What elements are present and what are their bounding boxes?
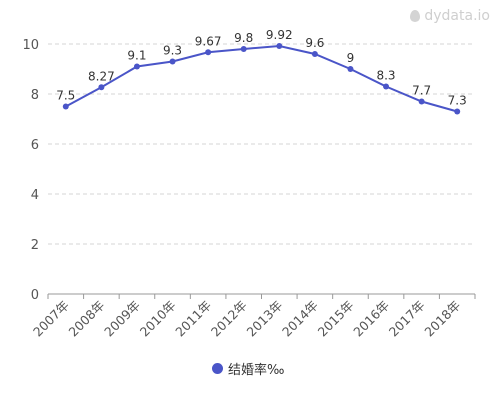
data-point (240, 46, 247, 52)
data-label: 7.7 (412, 84, 431, 98)
data-label: 9.3 (163, 44, 182, 58)
x-tick-label: 2009年 (101, 298, 143, 340)
data-point (418, 98, 425, 105)
data-label: 9.1 (127, 49, 146, 63)
watermark-text: dydata.io (424, 8, 490, 24)
data-label: 9.67 (195, 34, 222, 48)
x-tick-label: 2007年 (30, 298, 72, 340)
x-tick-label: 2018年 (421, 298, 463, 340)
data-point (133, 63, 140, 70)
x-tick-label: 2014年 (279, 298, 321, 340)
data-label: 9.92 (266, 28, 293, 42)
data-point (311, 51, 318, 57)
data-label: 9 (347, 51, 355, 65)
data-label: 8.27 (88, 69, 115, 83)
watermark: dydata.io (410, 8, 490, 24)
x-tick-label: 2012年 (208, 298, 250, 340)
data-label: 7.3 (448, 94, 467, 108)
y-tick-label: 2 (31, 238, 39, 253)
legend-label: 结婚率‰ (228, 363, 285, 378)
data-point (62, 103, 69, 110)
x-tick-label: 2016年 (350, 298, 392, 340)
series-line (65, 44, 458, 113)
y-tick-label: 6 (31, 138, 39, 153)
x-tick-label: 2015年 (315, 298, 357, 340)
data-point (98, 84, 105, 91)
data-point (383, 83, 390, 90)
legend[interactable]: 结婚率‰ (212, 359, 284, 378)
y-tick-label: 4 (31, 188, 39, 203)
x-tick-label: 2008年 (66, 298, 108, 340)
data-label: 8.3 (376, 69, 395, 83)
data-label: 9.8 (234, 31, 253, 45)
data-point (454, 108, 461, 115)
legend-marker (212, 363, 223, 374)
data-point (169, 58, 176, 65)
data-point (347, 66, 354, 72)
data-point (205, 49, 212, 56)
y-tick-label: 0 (31, 288, 39, 303)
x-tick-label: 2010年 (137, 298, 179, 340)
data-point (276, 43, 283, 49)
x-tick-label: 2011年 (172, 298, 214, 340)
data-label: 7.5 (56, 89, 75, 103)
data-label: 9.6 (305, 36, 324, 50)
x-tick-label: 2017年 (386, 298, 428, 340)
y-tick-label: 8 (31, 88, 39, 103)
watermark-logo-icon (410, 10, 421, 22)
y-tick-label: 10 (22, 38, 39, 53)
x-tick-label: 2013年 (243, 298, 285, 340)
